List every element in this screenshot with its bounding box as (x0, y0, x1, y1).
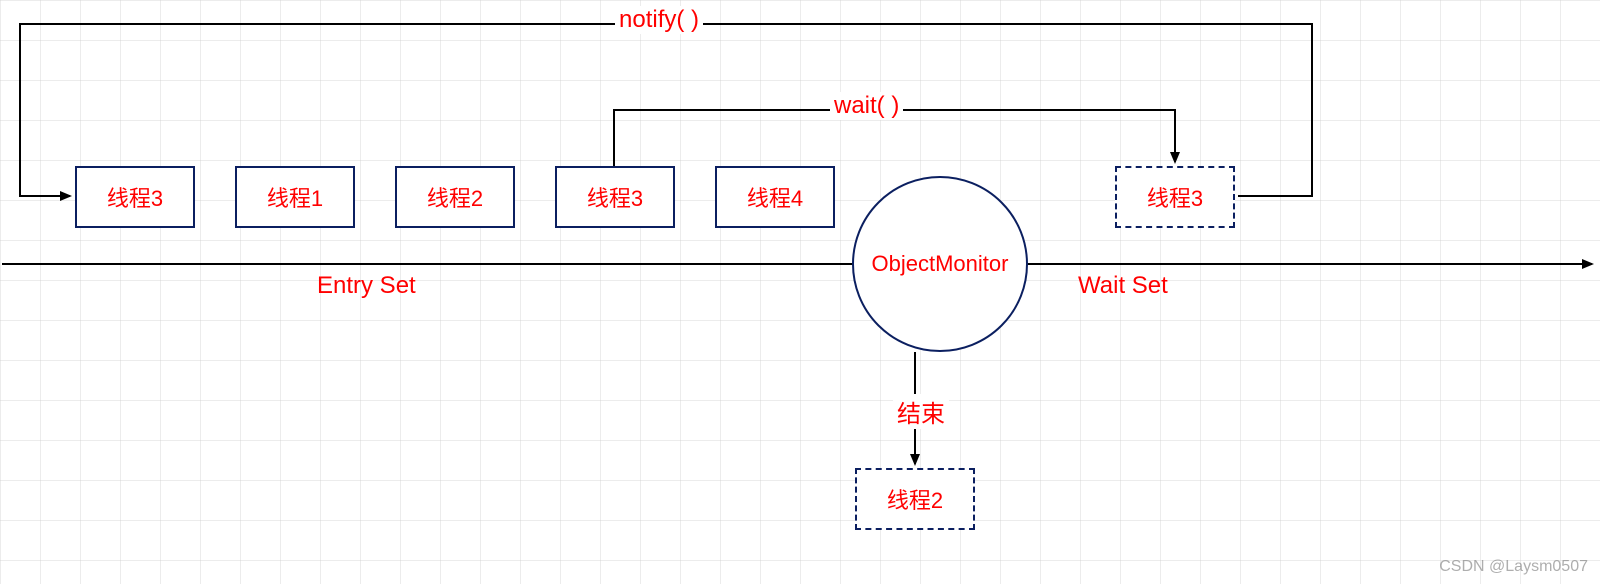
entryset-label: Entry Set (317, 272, 416, 300)
entry-box-1: 线程1 (235, 166, 355, 228)
entry-box-1-label: 线程1 (267, 181, 323, 213)
object-monitor-label: ObjectMonitor (872, 251, 1009, 277)
waitset-label: Wait Set (1078, 272, 1168, 300)
entry-box-4-label: 线程4 (747, 181, 803, 213)
connectors-svg (0, 0, 1600, 584)
entry-box-0-label: 线程3 (107, 181, 163, 213)
object-monitor-circle: ObjectMonitor (852, 176, 1028, 352)
notify-label-text: notify( ) (619, 6, 699, 33)
watermark-text: CSDN @Laysm0507 (1439, 558, 1588, 576)
entry-box-3: 线程3 (555, 166, 675, 228)
entryset-label-text: Entry Set (317, 272, 416, 299)
diagram-canvas: 线程3 线程1 线程2 线程3 线程4 线程3 线程2 ObjectMonito… (0, 0, 1600, 584)
wait-box-label: 线程3 (1147, 181, 1203, 213)
end-box: 线程2 (855, 468, 975, 530)
notify-label: notify( ) (615, 6, 703, 34)
wait-label: wait( ) (830, 92, 903, 120)
entry-box-4: 线程4 (715, 166, 835, 228)
entry-box-2-label: 线程2 (427, 181, 483, 213)
end-box-label: 线程2 (887, 483, 943, 515)
end-label: 结束 (893, 394, 949, 429)
watermark-value: CSDN @Laysm0507 (1439, 558, 1588, 575)
waitset-label-text: Wait Set (1078, 272, 1168, 299)
entry-box-3-label: 线程3 (587, 181, 643, 213)
entry-box-2: 线程2 (395, 166, 515, 228)
wait-label-text: wait( ) (834, 92, 899, 119)
entry-box-0: 线程3 (75, 166, 195, 228)
end-label-text: 结束 (897, 401, 945, 428)
wait-box: 线程3 (1115, 166, 1235, 228)
